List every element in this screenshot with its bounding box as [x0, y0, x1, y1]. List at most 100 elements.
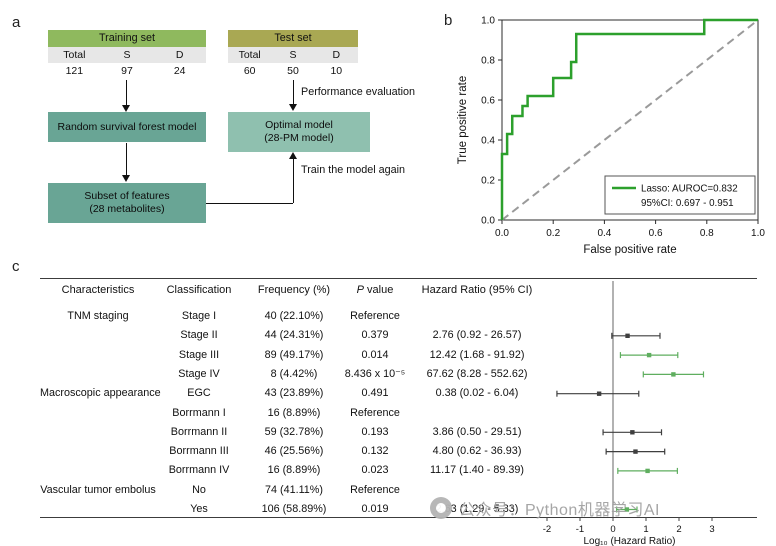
watermark-lens-icon: [436, 503, 446, 513]
cell-characteristic: [40, 442, 156, 461]
column-label: D: [175, 49, 184, 61]
column-label: D: [332, 49, 341, 61]
column-label: S: [123, 49, 131, 61]
table-row: Borrmann III 46 (25.56%) 0.132 4.80 (0.6…: [0, 442, 776, 461]
value-cell: 60: [243, 65, 256, 77]
roc-chart: 0.0 0.2 0.4 0.6 0.8 1.0 0.0 0.2 0.4 0.6 0.8 1.0 Fals…: [457, 16, 765, 257]
svg-text:0.0: 0.0: [495, 228, 509, 239]
cell-classification: Stage I: [181, 310, 217, 322]
cell-p-value: 0.132: [361, 445, 389, 458]
training-set-title: Training set: [48, 30, 206, 47]
cell-characteristic: [40, 404, 156, 423]
header-p-value: P value: [338, 281, 412, 300]
train-again-note: Train the model again: [301, 164, 406, 176]
header-hazard-ratio: Hazard Ratio (95% CI): [421, 284, 533, 296]
cell-p-value: 0.491: [361, 387, 389, 400]
svg-text:0.4: 0.4: [481, 136, 495, 147]
header-characteristics: Characteristics: [61, 284, 135, 296]
svg-text:0.2: 0.2: [546, 228, 560, 239]
p-rest: value: [363, 284, 394, 296]
cell-classification: Borrmann IV: [168, 464, 230, 477]
cell-p-value: Reference: [350, 483, 400, 496]
flow-line: [206, 202, 293, 204]
value-cell: 97: [121, 65, 133, 77]
table-row: Vascular tumor embolus No 74 (41.11%) Re…: [0, 481, 776, 500]
arrow-up-icon: [288, 152, 297, 159]
cell-hazard-ratio: 12.42 (1.68 - 91.92): [429, 348, 525, 361]
cell-p-value: 0.019: [361, 503, 389, 515]
subset-features-box: Subset of features (28 metabolites): [48, 183, 206, 223]
cell-hazard-ratio: [410, 404, 544, 423]
optimal-model-line2: (28-PM model): [264, 132, 334, 144]
cell-classification: Stage II: [180, 329, 218, 342]
flow-line: [125, 80, 127, 106]
table-row: Borrmann I 16 (8.89%) Reference: [0, 404, 776, 423]
cell-classification: No: [192, 483, 206, 496]
rsf-model-box: Random survival forest model: [48, 112, 206, 142]
cell-classification: Yes: [190, 503, 208, 515]
cell-frequency: 89 (49.17%): [264, 348, 324, 361]
value-cell: 121: [65, 65, 84, 77]
cell-p-value: 0.014: [361, 348, 389, 361]
cell-hazard-ratio: 11.17 (1.40 - 89.39): [429, 464, 525, 477]
arrow-down-icon: [121, 105, 130, 112]
svg-text:False positive rate: False positive rate: [583, 244, 676, 256]
svg-text:1.0: 1.0: [481, 16, 495, 27]
svg-text:1.0: 1.0: [751, 228, 765, 239]
svg-text:3: 3: [709, 524, 714, 535]
cell-frequency: 59 (32.78%): [264, 425, 324, 438]
cell-characteristic: [40, 500, 156, 519]
cell-hazard-ratio: 67.62 (8.28 - 552.62): [426, 367, 528, 380]
cell-characteristic: [40, 365, 156, 384]
watermark: 公众号：Python机器学习AI: [430, 496, 660, 520]
cell-classification: Stage III: [178, 348, 220, 361]
cell-characteristic: Vascular tumor embolus: [40, 483, 156, 496]
performance-evaluation-note: Performance evaluation: [301, 86, 416, 98]
svg-text:0.4: 0.4: [597, 228, 611, 239]
cell-classification: Stage IV: [178, 367, 220, 380]
test-set-title: Test set: [228, 30, 358, 47]
watermark-text: 公众号：Python机器学习AI: [459, 502, 660, 519]
cell-frequency: 74 (41.11%): [264, 483, 324, 496]
cell-frequency: 40 (22.10%): [264, 310, 324, 322]
cell-p-value: Reference: [350, 406, 400, 419]
svg-text:-1: -1: [576, 524, 584, 535]
cell-hazard-ratio: 3.86 (0.50 - 29.51): [432, 425, 522, 438]
svg-text:1: 1: [643, 524, 648, 535]
svg-text:0.0: 0.0: [481, 216, 495, 227]
svg-text:-2: -2: [543, 524, 551, 535]
subset-features-line2: (28 metabolites): [89, 203, 165, 215]
table-row: Stage IV 8 (4.42%) 8.436 x 10⁻⁵ 67.62 (8…: [0, 365, 776, 384]
flow-line: [292, 80, 294, 105]
cell-hazard-ratio: 2.76 (0.92 - 26.57): [432, 329, 522, 342]
table-row: TNM staging Stage I 40 (22.10%) Referenc…: [0, 307, 776, 326]
cell-hazard-ratio: 0.38 (0.02 - 6.04): [435, 387, 519, 400]
svg-text:2: 2: [676, 524, 681, 535]
table-top-rule: [40, 278, 757, 279]
cell-hazard-ratio: 4.80 (0.62 - 36.93): [432, 445, 522, 458]
training-set-values: 121 97 24: [48, 63, 206, 79]
training-set-columns: Total S D: [48, 47, 206, 63]
svg-text:95%CI: 0.697 - 0.951: 95%CI: 0.697 - 0.951: [641, 198, 734, 209]
optimal-model-box: Optimal model (28-PM model): [228, 112, 370, 152]
cell-p-value: 0.379: [361, 329, 389, 342]
svg-text:True positive rate: True positive rate: [457, 76, 469, 164]
flow-line: [292, 159, 294, 203]
cell-frequency: 43 (23.89%): [264, 387, 324, 400]
cell-p-value: 0.023: [361, 464, 389, 477]
forest-plot: -2 -1 0 1 2 3 Log₁₀ (Hazard Ratio): [543, 281, 715, 546]
test-set-values: 60 50 10: [228, 63, 358, 79]
cell-hazard-ratio: 2.63 (1.29 - 5.33): [435, 503, 519, 515]
cell-p-value: Reference: [350, 310, 400, 322]
svg-text:0.2: 0.2: [481, 176, 495, 187]
cell-characteristic: Macroscopic appearance: [40, 387, 161, 400]
cell-frequency: 106 (58.89%): [261, 503, 327, 515]
table-row: Yes 106 (58.89%) 0.019 2.63 (1.29 - 5.33…: [0, 500, 776, 519]
table-row: Macroscopic appearance EGC 43 (23.89%) 0…: [0, 384, 776, 403]
svg-text:Lasso: AUROC=0.832: Lasso: AUROC=0.832: [641, 184, 738, 195]
cell-characteristic: [40, 326, 156, 345]
cell-classification: Borrmann II: [170, 425, 228, 438]
column-label: Total: [238, 49, 261, 61]
column-label: Total: [63, 49, 86, 61]
